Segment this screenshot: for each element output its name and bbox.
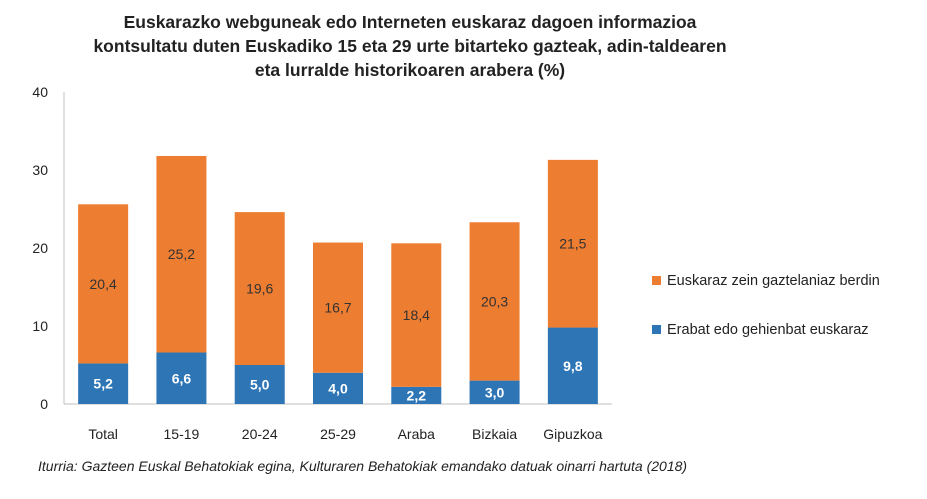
legend-label: Erabat edo gehienbat euskaraz bbox=[667, 322, 869, 338]
data-label: 18,4 bbox=[403, 307, 430, 323]
data-label: 3,0 bbox=[485, 384, 505, 400]
bar-segment bbox=[547, 159, 598, 328]
source-note: Iturria: Gazteen Euskal Behatokiak egina… bbox=[38, 458, 688, 474]
data-label: 5,2 bbox=[93, 376, 113, 392]
x-tick-label: Araba bbox=[398, 426, 436, 442]
data-label: 6,6 bbox=[172, 370, 192, 386]
bar-segment bbox=[313, 372, 363, 404]
y-tick-label: 30 bbox=[32, 162, 48, 178]
bar-segment bbox=[234, 212, 285, 365]
bar-segment bbox=[469, 222, 520, 381]
title-line: Euskarazko webguneak edo Interneten eusk… bbox=[123, 12, 697, 32]
y-tick-label: 10 bbox=[32, 318, 48, 334]
legend-swatch bbox=[652, 325, 661, 334]
bar-segment bbox=[78, 204, 129, 364]
data-label: 9,8 bbox=[563, 358, 583, 374]
chart-title: Euskarazko webguneak edo Interneten eusk… bbox=[60, 10, 760, 82]
bar-segment bbox=[78, 363, 129, 404]
data-label: 2,2 bbox=[407, 387, 427, 403]
x-tick-label: Bizkaia bbox=[472, 426, 517, 442]
data-label: 16,7 bbox=[324, 300, 351, 316]
x-tick-label: Gipuzkoa bbox=[543, 426, 602, 442]
data-label: 5,0 bbox=[250, 377, 270, 393]
bar-segment bbox=[391, 243, 442, 387]
title-line: eta lurralde historikoaren arabera (%) bbox=[254, 60, 566, 80]
bar-segment bbox=[156, 155, 207, 353]
legend-swatch bbox=[652, 276, 661, 285]
data-label: 4,0 bbox=[328, 380, 348, 396]
data-label: 25,2 bbox=[168, 246, 195, 262]
y-tick-label: 0 bbox=[40, 396, 48, 412]
x-tick-label: Total bbox=[88, 426, 118, 442]
y-tick-label: 40 bbox=[32, 84, 48, 100]
y-tick-label: 20 bbox=[32, 240, 48, 256]
x-tick-label: 25-29 bbox=[320, 426, 356, 442]
bar-segment bbox=[156, 352, 207, 404]
bar-segment bbox=[547, 327, 598, 404]
x-tick-label: 20-24 bbox=[242, 426, 278, 442]
bar-segment bbox=[391, 386, 442, 404]
data-label: 20,4 bbox=[90, 276, 117, 292]
data-label: 19,6 bbox=[246, 281, 273, 297]
x-tick-label: 15-19 bbox=[164, 426, 200, 442]
bar-segment bbox=[469, 380, 520, 404]
data-label: 21,5 bbox=[559, 236, 586, 252]
title-line: kontsultatu duten Euskadiko 15 eta 29 ur… bbox=[93, 36, 727, 56]
legend-label: Euskaraz zein gaztelaniaz berdin bbox=[667, 273, 880, 289]
bar-segment bbox=[313, 242, 363, 373]
data-label: 20,3 bbox=[481, 293, 508, 309]
bar-segment bbox=[234, 365, 285, 404]
